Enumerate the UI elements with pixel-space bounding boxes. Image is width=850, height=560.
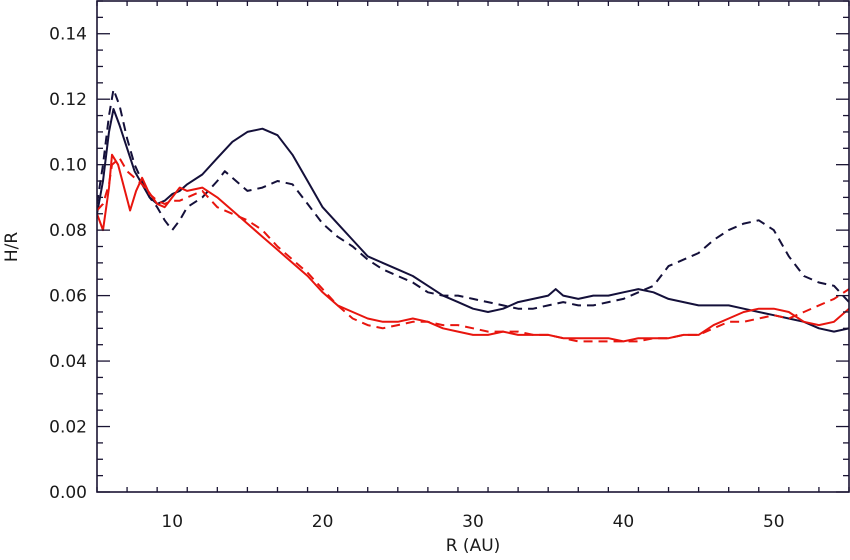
y-axis-label: H/R: [2, 232, 22, 263]
x-tick-label: 30: [462, 512, 484, 532]
x-axis-label: R (AU): [446, 536, 501, 556]
y-tick-label: 0.14: [49, 25, 87, 45]
y-tick-label: 0.08: [49, 221, 87, 241]
y-tick-label: 0.10: [49, 156, 87, 176]
x-tick-label: 50: [763, 512, 785, 532]
y-tick-label: 0.06: [49, 287, 87, 307]
series-layer: [97, 88, 849, 343]
x-tick-label: 10: [161, 512, 183, 532]
series-line-3: [97, 153, 849, 343]
y-tick-label: 0.02: [49, 418, 87, 438]
x-tick-label: 20: [312, 512, 334, 532]
series-line-2: [97, 88, 849, 310]
y-tick-label: 0.00: [49, 483, 87, 503]
x-tick-label: 40: [613, 512, 635, 532]
y-tick-label: 0.04: [49, 352, 87, 372]
y-tick-label: 0.12: [49, 90, 87, 110]
tick-layer: 10 20 30 40 50 0.00 0.02 0.04 0.06 0.08 0.10 0.12 0.…: [49, 0, 850, 532]
plot-frame: [96, 0, 850, 493]
series-line-4: [97, 157, 849, 343]
